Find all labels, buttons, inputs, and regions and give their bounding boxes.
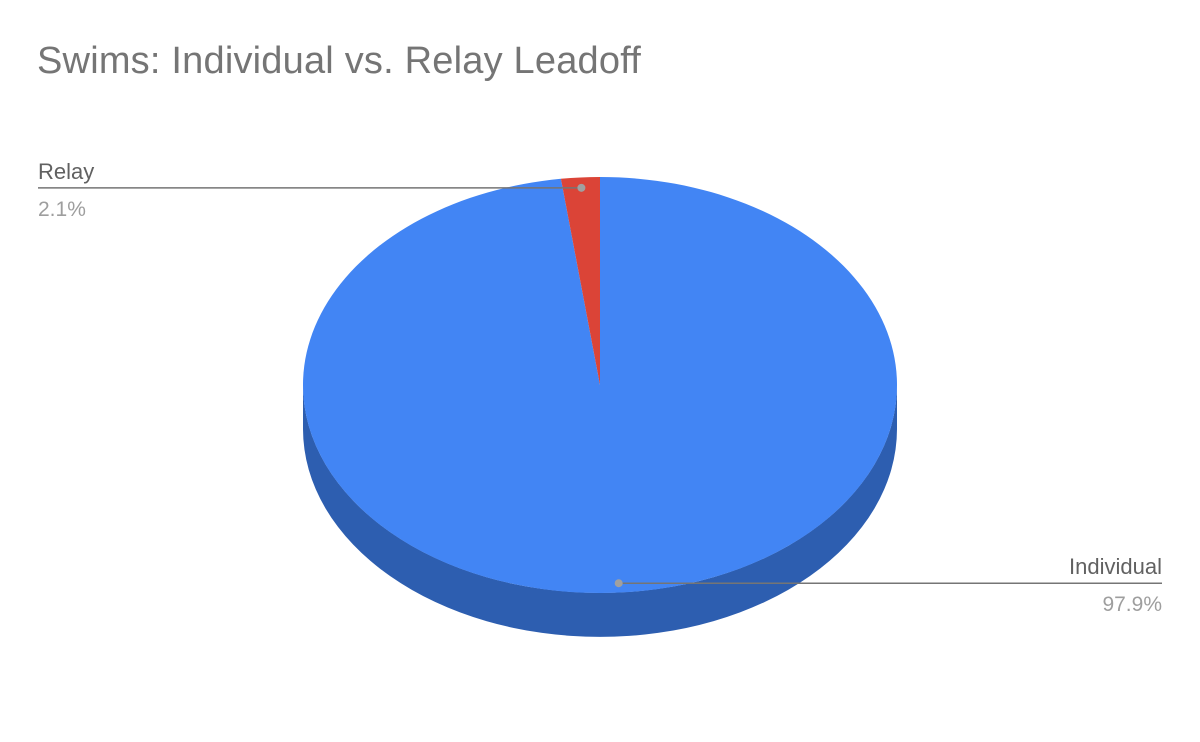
slice-label-relay: Relay xyxy=(38,159,94,184)
pie-slice-individual[interactable] xyxy=(303,177,898,593)
slice-label-individual: Individual xyxy=(1069,554,1162,579)
pie-side-walls xyxy=(303,385,897,637)
slice-value-relay: 2.1% xyxy=(38,198,86,221)
chart-title: Swims: Individual vs. Relay Leadoff xyxy=(37,40,642,82)
pie-side-individual xyxy=(303,385,897,637)
slice-value-individual: 97.9% xyxy=(1102,593,1162,616)
pie-labels: Individual 97.9% Relay 2.1% xyxy=(38,159,1162,616)
leader-dot-relay xyxy=(577,183,586,192)
pie-top-face xyxy=(303,177,898,593)
pie-slice-relay[interactable] xyxy=(560,177,600,385)
leader-dot-individual xyxy=(614,579,623,588)
